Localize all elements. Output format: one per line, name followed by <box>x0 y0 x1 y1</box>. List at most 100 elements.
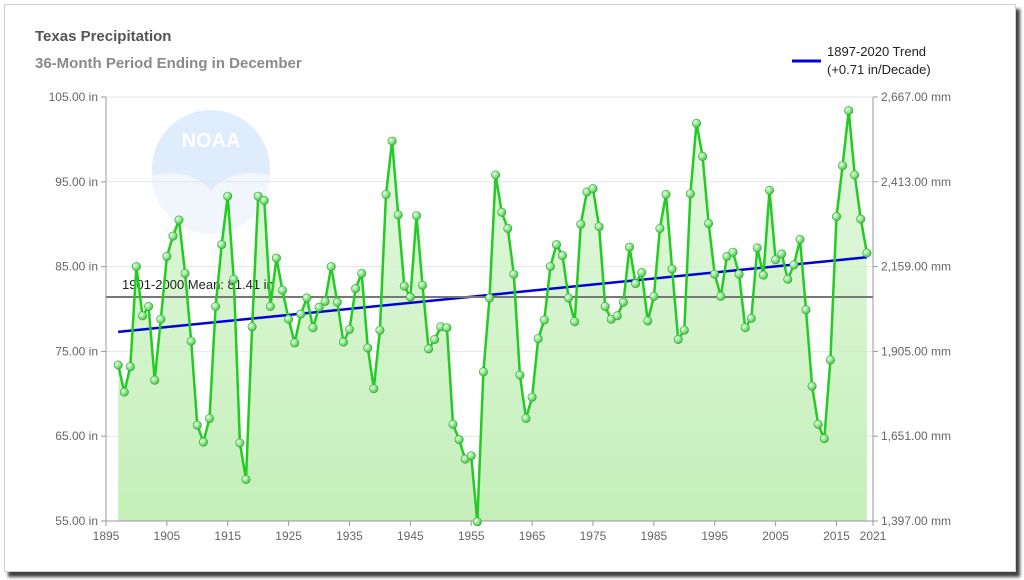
legend[interactable]: 1897-2020 Trend (+0.71 in/Decade) <box>792 44 931 77</box>
data-point-1907[interactable] <box>174 215 184 225</box>
data-point-1998[interactable] <box>728 247 738 257</box>
data-point-1943[interactable] <box>393 210 403 220</box>
data-point-1909[interactable] <box>186 336 196 346</box>
data-point-1923[interactable] <box>271 253 281 263</box>
data-point-1976[interactable] <box>594 222 604 232</box>
data-point-1939[interactable] <box>369 384 379 394</box>
data-point-1900[interactable] <box>131 262 141 272</box>
data-point-1911[interactable] <box>198 437 208 447</box>
data-point-1910[interactable] <box>192 420 202 430</box>
data-point-1925[interactable] <box>284 314 294 324</box>
data-point-1952[interactable] <box>448 419 458 429</box>
data-point-1977[interactable] <box>600 301 610 311</box>
data-point-1958[interactable] <box>484 293 494 303</box>
data-point-1999[interactable] <box>734 269 744 279</box>
data-point-1930[interactable] <box>314 302 324 312</box>
data-point-1955[interactable] <box>466 451 476 461</box>
data-point-1918[interactable] <box>241 474 251 484</box>
data-point-2019[interactable] <box>856 214 866 224</box>
data-point-1921[interactable] <box>259 196 269 206</box>
data-point-1929[interactable] <box>308 323 318 333</box>
data-point-1965[interactable] <box>527 392 537 402</box>
data-point-1973[interactable] <box>576 219 586 229</box>
data-point-1946[interactable] <box>411 211 421 221</box>
data-point-2010[interactable] <box>801 305 811 315</box>
data-point-1979[interactable] <box>612 311 622 321</box>
data-point-1945[interactable] <box>405 292 415 302</box>
data-point-1948[interactable] <box>424 344 434 354</box>
data-point-1956[interactable] <box>472 517 482 527</box>
data-point-1934[interactable] <box>338 337 348 347</box>
data-point-1980[interactable] <box>618 297 628 307</box>
data-point-1947[interactable] <box>417 280 427 290</box>
data-point-1917[interactable] <box>235 438 245 448</box>
data-point-1993[interactable] <box>698 151 708 161</box>
data-point-1986[interactable] <box>655 223 665 233</box>
data-point-1912[interactable] <box>205 413 215 423</box>
data-point-1991[interactable] <box>685 189 695 199</box>
data-point-2013[interactable] <box>819 434 829 444</box>
data-point-1975[interactable] <box>588 184 598 194</box>
data-point-1942[interactable] <box>387 136 397 146</box>
data-point-2018[interactable] <box>850 170 860 180</box>
data-point-1957[interactable] <box>478 367 488 377</box>
data-point-1967[interactable] <box>539 315 549 325</box>
data-point-1953[interactable] <box>454 435 464 445</box>
data-point-2020[interactable] <box>862 248 872 258</box>
data-point-1901[interactable] <box>138 311 148 321</box>
data-point-2012[interactable] <box>813 419 823 429</box>
data-point-2011[interactable] <box>807 381 817 391</box>
data-point-1968[interactable] <box>545 262 555 272</box>
data-point-1995[interactable] <box>710 269 720 279</box>
data-point-1902[interactable] <box>144 301 154 311</box>
data-point-2000[interactable] <box>740 323 750 333</box>
data-point-2004[interactable] <box>764 185 774 195</box>
data-point-1898[interactable] <box>119 387 129 397</box>
data-point-2016[interactable] <box>838 161 848 171</box>
data-point-1916[interactable] <box>229 274 239 284</box>
data-point-1899[interactable] <box>125 362 135 372</box>
data-point-2006[interactable] <box>777 249 787 259</box>
data-point-2008[interactable] <box>789 260 799 270</box>
data-point-1984[interactable] <box>643 316 653 326</box>
data-point-1969[interactable] <box>551 240 561 250</box>
data-point-1905[interactable] <box>162 251 172 261</box>
data-point-1960[interactable] <box>497 207 507 217</box>
data-point-1920[interactable] <box>253 191 263 201</box>
data-point-1913[interactable] <box>211 301 221 311</box>
data-point-1959[interactable] <box>491 170 501 180</box>
data-point-1940[interactable] <box>375 325 385 335</box>
data-point-1935[interactable] <box>344 324 354 334</box>
data-point-1926[interactable] <box>290 338 300 348</box>
data-point-1989[interactable] <box>673 334 683 344</box>
data-point-2007[interactable] <box>783 274 793 284</box>
data-point-1951[interactable] <box>442 323 452 333</box>
data-point-1964[interactable] <box>521 413 531 423</box>
data-point-1924[interactable] <box>277 285 287 295</box>
data-point-1903[interactable] <box>150 375 160 385</box>
data-point-1927[interactable] <box>296 309 306 319</box>
data-point-1928[interactable] <box>302 293 312 303</box>
data-point-1914[interactable] <box>217 240 227 250</box>
data-point-1981[interactable] <box>624 242 634 252</box>
data-point-1936[interactable] <box>351 284 361 294</box>
data-point-1906[interactable] <box>168 231 178 241</box>
data-point-1937[interactable] <box>357 268 367 278</box>
data-point-1971[interactable] <box>564 293 574 303</box>
data-point-1966[interactable] <box>533 334 543 344</box>
data-point-1982[interactable] <box>631 279 641 289</box>
data-point-1938[interactable] <box>363 343 373 353</box>
data-point-1970[interactable] <box>557 251 567 261</box>
data-point-1915[interactable] <box>223 191 233 201</box>
data-point-1932[interactable] <box>326 262 336 272</box>
data-point-1963[interactable] <box>515 370 525 380</box>
data-point-1944[interactable] <box>399 281 409 291</box>
data-point-1922[interactable] <box>265 301 275 311</box>
data-point-1931[interactable] <box>320 296 330 306</box>
data-point-1983[interactable] <box>637 267 647 277</box>
data-point-2017[interactable] <box>844 106 854 116</box>
data-point-1997[interactable] <box>722 251 732 261</box>
data-point-2003[interactable] <box>758 270 768 280</box>
data-point-2002[interactable] <box>752 243 762 253</box>
data-point-2015[interactable] <box>831 212 841 222</box>
